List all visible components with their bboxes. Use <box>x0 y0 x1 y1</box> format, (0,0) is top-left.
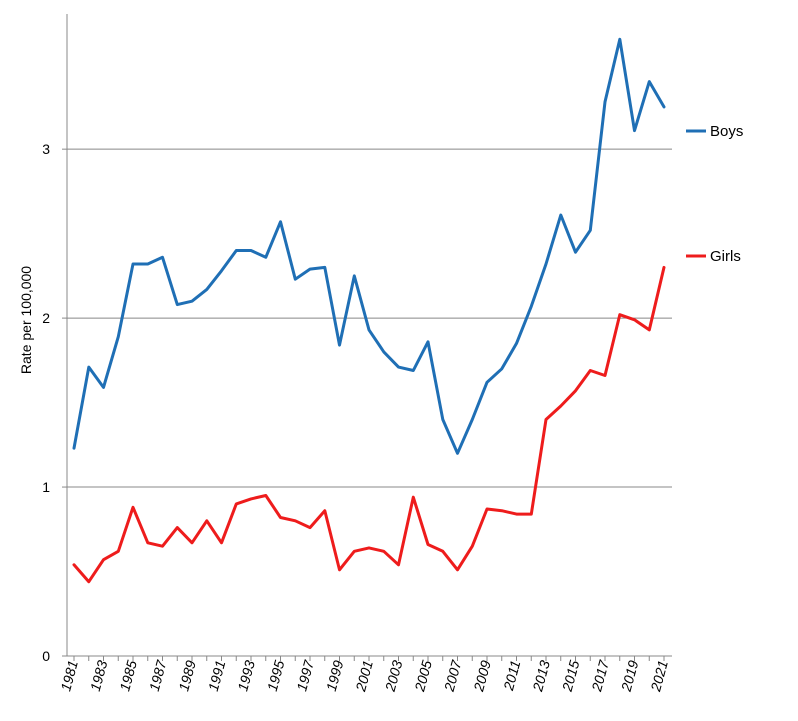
x-tick-label: 1991 <box>205 659 229 693</box>
legend: Boys Girls <box>686 123 743 265</box>
x-tick-label: 2007 <box>441 657 465 693</box>
series-lines <box>72 37 666 584</box>
x-tick-label: 1989 <box>175 658 199 692</box>
x-tick-label: 2019 <box>618 658 642 693</box>
gridlines <box>67 148 672 488</box>
x-tick-label: 2021 <box>647 659 671 694</box>
series-line-girls <box>72 265 666 584</box>
x-tick-label: 2015 <box>559 658 583 693</box>
x-tick-label: 2009 <box>470 658 494 693</box>
x-tick-label: 1995 <box>264 658 288 692</box>
series-line-boys <box>72 37 666 455</box>
legend-label-girls: Girls <box>710 248 741 265</box>
x-tick-label: 2005 <box>411 658 435 693</box>
y-tick-label: 3 <box>42 141 50 157</box>
x-tick-label: 2011 <box>500 659 524 693</box>
y-tick-label: 0 <box>42 648 50 664</box>
x-tick-label: 1987 <box>146 657 170 692</box>
x-tick-label: 1999 <box>323 658 347 692</box>
x-tick-labels: 1981 1983 1985 1987 1989 1991 1993 1995 1997 1999… <box>57 656 671 694</box>
y-tick-label: 1 <box>42 479 50 495</box>
legend-label-boys: Boys <box>710 123 743 140</box>
x-tick-label: 2001 <box>352 659 376 694</box>
x-tick-label: 2013 <box>529 658 553 693</box>
x-tick-label: 1983 <box>87 658 111 692</box>
y-axis-title: Rate per 100,000 <box>18 266 34 374</box>
y-tick-label: 2 <box>42 310 50 326</box>
x-tick-label: 2003 <box>382 658 406 693</box>
x-tick-label: 1997 <box>293 657 317 692</box>
y-tick-labels: 0 1 2 3 <box>42 141 67 664</box>
x-tick-label: 1993 <box>234 658 258 692</box>
x-tick-label: 1985 <box>116 658 140 692</box>
x-tick-label: 2017 <box>588 657 612 693</box>
x-tick-label: 1981 <box>57 659 81 693</box>
